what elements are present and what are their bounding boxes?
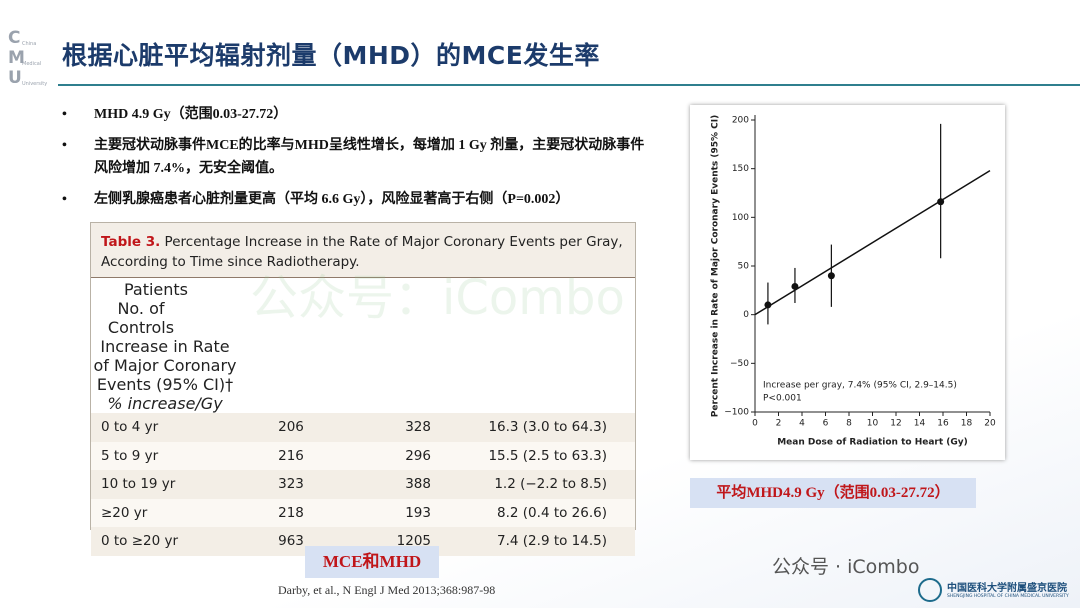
y-tick-label: 0: [743, 310, 749, 320]
table-cell: 218: [278, 504, 304, 521]
watermark: 公众号：iCombo: [250, 270, 625, 326]
table-cell: 963: [278, 533, 304, 550]
bullet: 主要冠状动脉事件MCE的比率与MHD呈线性增长，每增加 1 Gy 剂量，主要冠状…: [62, 134, 652, 180]
table-cell: 206: [278, 419, 304, 435]
chart: −100 −50 0 50 100 150 200 0 2 4 6 8 10 12 14 16 18 20 Mean…: [711, 115, 996, 448]
table-cell: 5 to 9 yr: [101, 447, 159, 464]
table-row: 10 to 19 yr 323 388 1.2 (−2.2 to 8.5): [91, 470, 635, 499]
table-cell: 328: [405, 419, 431, 435]
table-cell: ≥20 yr: [101, 504, 148, 521]
bullet-text: 主要冠状动脉事件MCE的比率与MHD呈线性增长，每增加 1 Gy 剂量，主要冠状…: [94, 138, 645, 176]
x-tick-label: 4: [799, 419, 805, 429]
y-tick-label: 200: [732, 116, 749, 126]
x-tick-label: 20: [984, 419, 996, 429]
x-tick-label: 6: [823, 419, 829, 429]
y-axis-label: Percent Increase in Rate of Major Corona…: [711, 115, 721, 418]
unit-label: % increase/Gy: [107, 394, 223, 413]
table-row: ≥20 yr 218 193 8.2 (0.4 to 26.6): [91, 498, 635, 528]
table-cell: 0 to 4 yr: [101, 419, 159, 435]
table-header: Table 3. Percentage Increase in the Rate…: [91, 223, 635, 278]
y-tick-label: 150: [732, 164, 749, 174]
x-axis-label: Mean Dose of Radiation to Heart (Gy): [777, 438, 968, 448]
bullet-text: MHD 4.9 Gy（范围0.03-27.72）: [94, 107, 288, 122]
y-tick-label: 100: [732, 213, 749, 223]
x-tick-label: 10: [867, 419, 879, 429]
table-cell: 15.5 (2.5 to 63.3): [488, 447, 607, 464]
table-caption-box: MCE和MHD: [305, 546, 439, 578]
table-cell: 0 to ≥20 yr: [101, 533, 179, 550]
hospital-logo: [918, 578, 942, 602]
table-cell: 16.3 (3.0 to 64.3): [488, 419, 607, 435]
table-row: 0 to 4 yr 206 328 16.3 (3.0 to 64.3): [91, 413, 635, 442]
column-header: No. of Controls: [107, 299, 175, 337]
chart-frame: −100 −50 0 50 100 150 200 0 2 4 6 8 10 12 14 16 18 20 Mean…: [690, 105, 1005, 460]
hospital-name: 中国医科大学附属盛京医院: [947, 583, 1067, 594]
bullet: 左侧乳腺癌患者心脏剂量更高（平均 6.6 Gy），风险显著高于右侧（P=0.00…: [62, 188, 652, 211]
logo-letter: C: [8, 28, 21, 48]
table-cell: 1205: [396, 533, 431, 550]
point: [764, 301, 772, 309]
bullet: MHD 4.9 Gy（范围0.03-27.72）: [62, 103, 652, 126]
table-row: 5 to 9 yr 216 296 15.5 (2.5 to 63.3): [91, 441, 635, 471]
x-tick-label: 0: [752, 419, 758, 429]
account: 公众号 · iCombo: [772, 556, 920, 578]
y-tick-label: −100: [724, 408, 749, 418]
bullet-text: 左侧乳腺癌患者心脏剂量更高（平均 6.6 Gy），风险显著高于右侧（P=0.00…: [94, 192, 570, 207]
y-tick-label: −50: [730, 359, 749, 369]
table-cell: 10 to 19 yr: [101, 476, 176, 493]
point: [791, 282, 799, 290]
annotation: P<0.001: [763, 394, 802, 404]
logo-letter: U: [8, 68, 22, 88]
x-tick-label: 18: [961, 419, 973, 429]
table-cell: 8.2 (0.4 to 26.6): [497, 504, 607, 521]
chart-caption: 平均MHD4.9 Gy（范围0.03-27.72）: [690, 478, 976, 508]
table-cell: 323: [278, 476, 304, 493]
table-cell: 296: [405, 447, 431, 464]
y-tick-label: 50: [738, 262, 750, 272]
table-cell: 1.2 (−2.2 to 8.5): [494, 476, 607, 493]
logo-word: Medical: [22, 61, 42, 67]
table-cell: 216: [278, 447, 304, 464]
logo-word: China: [22, 41, 37, 47]
logo-word: University: [22, 81, 48, 87]
logo-letter: M: [8, 48, 25, 68]
x-tick-label: 12: [890, 419, 901, 429]
divider: [58, 84, 1080, 86]
fit-line: [754, 169, 991, 316]
table-cell: 193: [405, 504, 431, 521]
table-title: Percentage Increase in the Rate of Major…: [101, 234, 623, 270]
x-tick-label: 16: [937, 419, 949, 429]
point: [937, 198, 945, 206]
x-tick-label: 14: [914, 419, 926, 429]
column-header: Increase in Rate of Major Coronary Event…: [93, 337, 237, 394]
table-caption: Table 3. Percentage Increase in the Rate…: [101, 232, 626, 272]
annotation: Increase per gray, 7.4% (95% CI, 2.9–14.…: [763, 381, 957, 391]
table-cell: 7.4 (2.9 to 14.5): [497, 533, 607, 550]
table-cell: 388: [405, 476, 431, 493]
table: Table 3. Percentage Increase in the Rate…: [90, 222, 636, 556]
hospital-name-en: SHENGJING HOSPITAL OF CHINA MEDICAL UNIV…: [947, 594, 1069, 599]
point: [827, 272, 835, 280]
title: 根据心脏平均辐射剂量（MHD）的MCE发生率: [62, 41, 600, 70]
citation: Darby, et al., N Engl J Med 2013;368:987…: [278, 583, 496, 597]
table-label: Table 3.: [101, 234, 161, 250]
x-tick-label: 2: [776, 419, 782, 429]
x-tick-label: 8: [846, 419, 852, 429]
